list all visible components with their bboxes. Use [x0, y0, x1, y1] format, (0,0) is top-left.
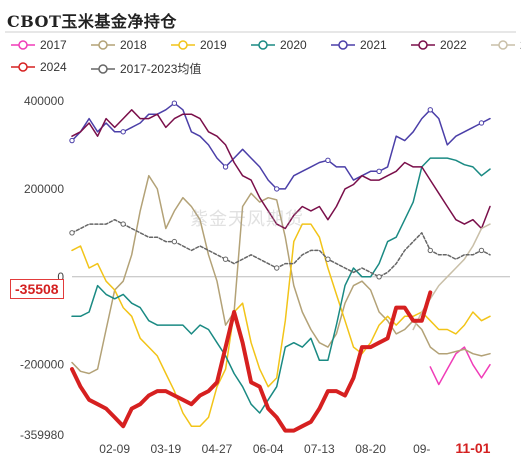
x-tick-label: 08-20 [355, 442, 386, 456]
y-tick-label: 400000 [24, 94, 64, 108]
legend-label: 2024 [40, 60, 67, 74]
series-line-avg [71, 218, 491, 278]
series-point-avg [171, 238, 178, 245]
y-tick-label: 200000 [24, 182, 64, 196]
legend-item-2022[interactable]: 2022 [410, 38, 467, 52]
legend-label: 2017-2023均值 [120, 62, 202, 76]
legend-symbol-icon [10, 61, 36, 73]
current-value-badge: -35508 [10, 279, 64, 299]
series-point-2021 [325, 157, 331, 164]
x-tick-label: 06-04 [253, 442, 284, 456]
legend-label: 2021 [360, 38, 387, 52]
legend-label: 2020 [280, 38, 307, 52]
series-point-avg [325, 256, 331, 262]
series-line-2018 [71, 174, 491, 375]
x-tick-label: 09- [413, 442, 430, 456]
legend-symbol-icon [90, 63, 116, 75]
x-tick-label: 04-27 [202, 442, 233, 456]
y-tick-label: -359980 [20, 428, 64, 442]
series-line-2024 [70, 290, 433, 433]
series-line-2022 [71, 109, 491, 230]
series-point-avg [274, 265, 280, 271]
legend-symbol-icon [250, 39, 276, 51]
series-point-2021 [274, 186, 280, 192]
series-point-avg [222, 256, 229, 262]
legend-item-2024[interactable]: 2024 [10, 60, 67, 74]
legend-symbol-icon [170, 39, 196, 51]
legend-item-avg[interactable]: 2017-2023均值 [90, 60, 201, 77]
x-tick-label: 07-13 [304, 442, 335, 456]
series-line-2020 [71, 157, 491, 414]
series-point-2021 [222, 164, 229, 170]
legend-item-2019[interactable]: 2019 [170, 38, 227, 52]
x-tick-label: 11-01 [455, 440, 490, 456]
series-point-2021 [478, 120, 485, 126]
series-point-avg [427, 247, 433, 254]
chart-title: CBOT玉米基金净持仓 [7, 12, 177, 31]
series-point-avg [478, 247, 485, 254]
legend-label: 2018 [120, 38, 147, 52]
legend-item-2021[interactable]: 2021 [330, 38, 387, 52]
series-layer [69, 100, 491, 433]
series-line-2019 [71, 223, 491, 427]
legend-symbol-icon [330, 39, 356, 51]
series-line-2017 [429, 346, 491, 386]
series-point-2021 [376, 168, 382, 175]
legend-item-2020[interactable]: 2020 [250, 38, 307, 52]
series-point-avg [376, 274, 382, 280]
series-point-2021 [69, 137, 75, 144]
legend-symbol-icon [410, 39, 436, 51]
x-tick-label: 02-09 [99, 442, 130, 456]
y-tick-label: -200000 [20, 358, 64, 372]
y-tick-label: 0 [57, 270, 64, 284]
series-point-2021 [171, 100, 178, 106]
series-point-2021 [427, 107, 433, 113]
legend-label: 2019 [200, 38, 227, 52]
legend-symbol-icon [490, 39, 516, 51]
legend-label: 2022 [440, 38, 467, 52]
legend-label: 2017 [40, 38, 67, 52]
legend-symbol-icon [90, 39, 116, 51]
x-tick-label: 03-19 [150, 442, 181, 456]
series-line-2021 [71, 102, 491, 190]
series-point-avg [120, 221, 126, 227]
legend-symbol-icon [10, 39, 36, 51]
legend-item-2018[interactable]: 2018 [90, 38, 147, 52]
legend-item-2017[interactable]: 2017 [10, 38, 67, 52]
series-point-2021 [120, 129, 126, 135]
axis-layer: 400000 200000 0 -200000 -359980 02-09 03-19 04-… [20, 94, 491, 456]
series-point-avg [69, 230, 75, 236]
